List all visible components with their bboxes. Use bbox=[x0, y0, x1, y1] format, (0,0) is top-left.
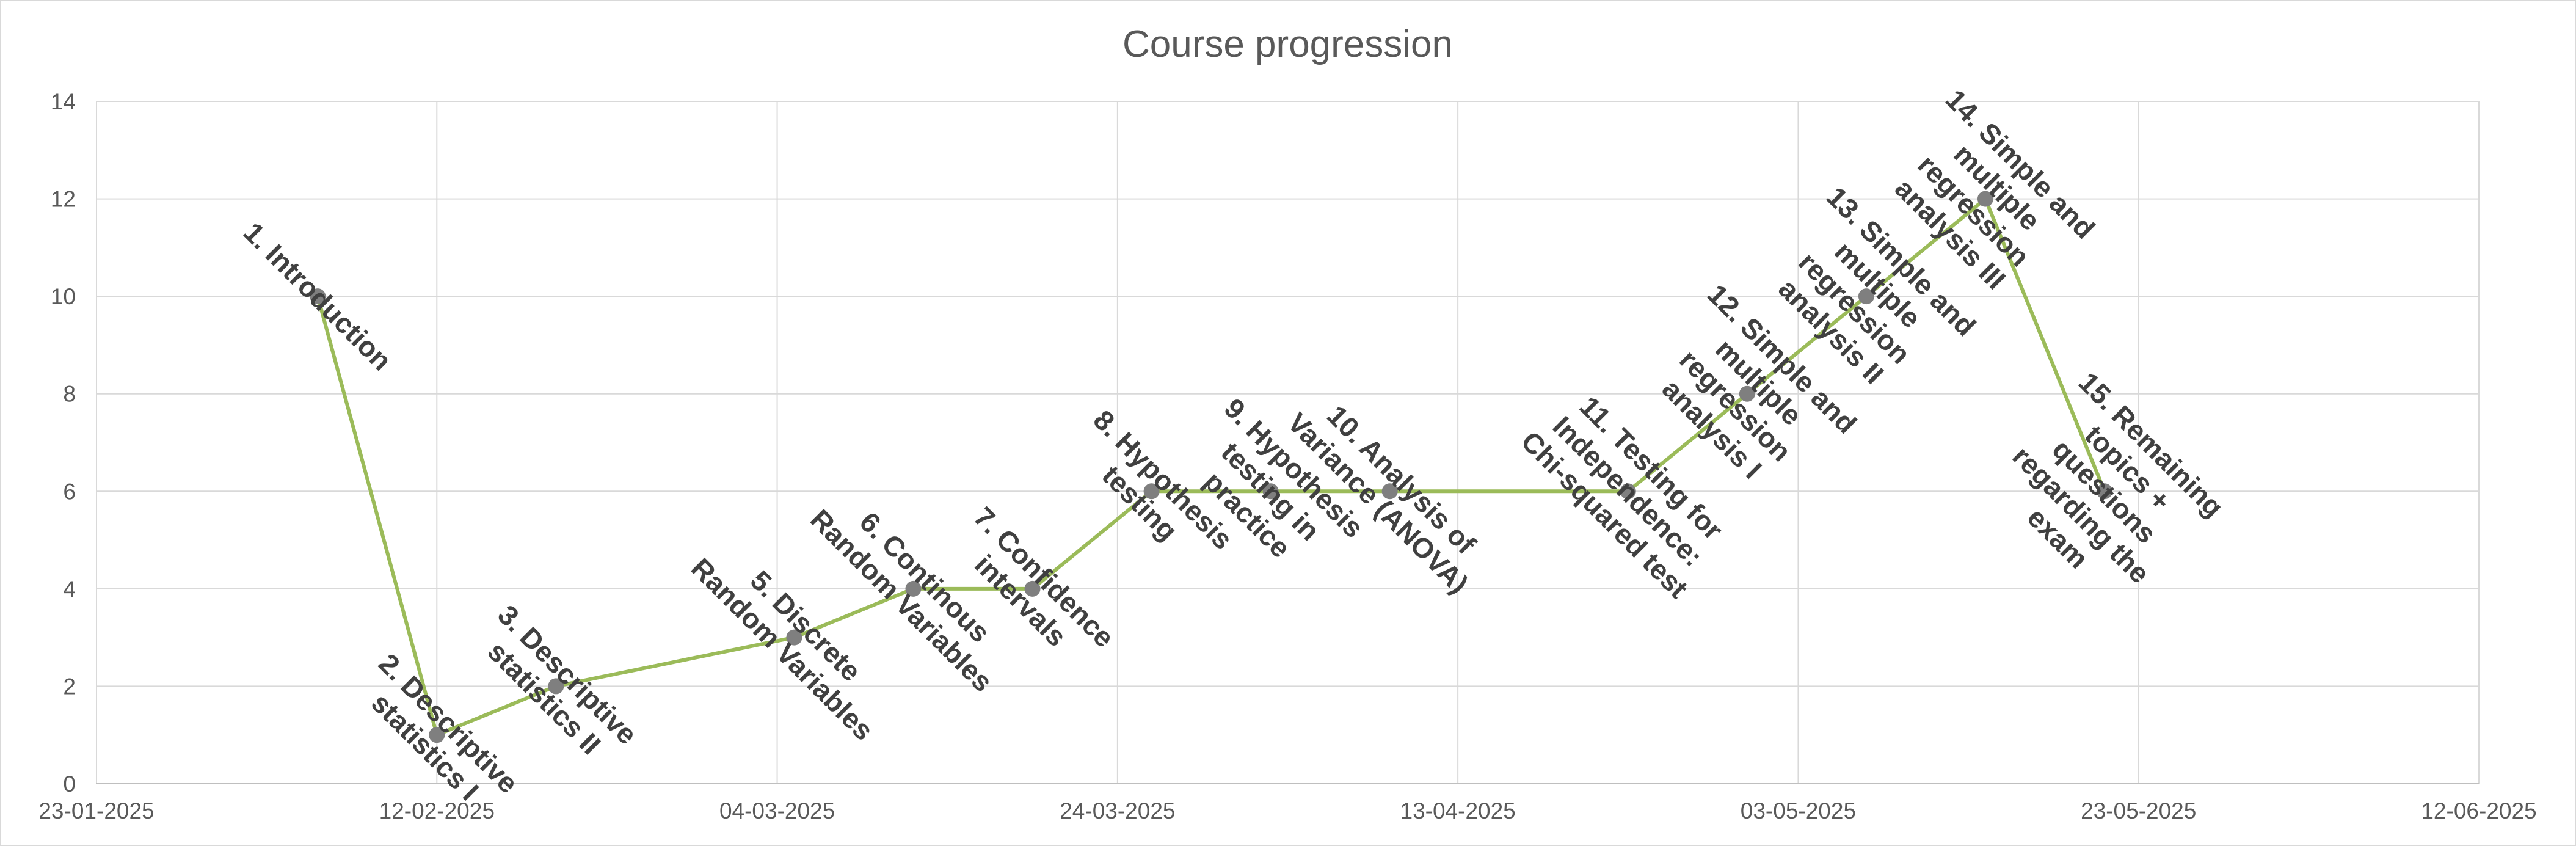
x-axis: 23-01-2025 12-02-2025 04-03-2025 24-03-2025… bbox=[38, 798, 2536, 823]
data-point bbox=[2096, 483, 2112, 500]
data-point bbox=[1858, 288, 1874, 305]
series-line bbox=[316, 197, 2106, 737]
x-tick-label: 23-01-2025 bbox=[38, 798, 154, 823]
data-point bbox=[1620, 483, 1636, 500]
y-tick-label: 4 bbox=[63, 577, 76, 602]
x-tick-label: 13-04-2025 bbox=[1400, 798, 1516, 823]
chart-title: Course progression bbox=[1122, 23, 1453, 65]
grid bbox=[96, 101, 2480, 784]
data-point bbox=[1024, 580, 1041, 597]
x-tick-label: 12-06-2025 bbox=[2421, 798, 2536, 823]
y-tick-label: 0 bbox=[63, 771, 76, 797]
x-tick-label: 23-05-2025 bbox=[2081, 798, 2196, 823]
data-point bbox=[310, 288, 326, 305]
y-tick-label: 14 bbox=[51, 89, 76, 114]
data-point bbox=[1262, 483, 1279, 500]
data-point bbox=[1739, 385, 1755, 402]
y-tick-label: 10 bbox=[51, 284, 76, 309]
y-axis: 0 2 4 6 8 10 12 14 bbox=[51, 89, 76, 797]
x-tick-label: 03-05-2025 bbox=[1741, 798, 1856, 823]
data-point bbox=[1143, 483, 1160, 500]
x-tick-label: 04-03-2025 bbox=[719, 798, 835, 823]
y-tick-label: 12 bbox=[51, 187, 76, 212]
data-point bbox=[548, 678, 564, 695]
series-group bbox=[310, 191, 2112, 743]
y-tick-label: 2 bbox=[63, 674, 76, 699]
data-point bbox=[905, 580, 922, 597]
x-tick-label: 24-03-2025 bbox=[1060, 798, 1175, 823]
data-point bbox=[786, 629, 802, 646]
y-tick-label: 6 bbox=[63, 479, 76, 504]
data-point bbox=[1977, 191, 1993, 207]
x-tick-label: 12-02-2025 bbox=[379, 798, 495, 823]
y-tick-label: 8 bbox=[63, 382, 76, 407]
data-point bbox=[1381, 483, 1398, 500]
data-point bbox=[429, 727, 445, 743]
